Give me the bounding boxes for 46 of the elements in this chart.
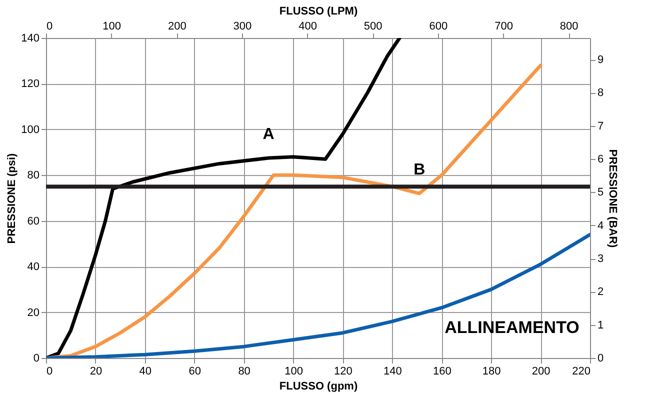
x-tick-label: 120 xyxy=(334,366,352,378)
x2-tick-label: 0 xyxy=(46,20,53,32)
y-tick-label: 120 xyxy=(21,78,40,90)
annotation: ALLINEAMENTO xyxy=(444,318,580,337)
y-tick-label: 40 xyxy=(27,261,40,274)
y-tick-label: 0 xyxy=(33,352,40,364)
x-tick-label: 160 xyxy=(432,366,452,378)
x2-tick-label: 300 xyxy=(233,20,252,32)
y2-tick-label: 3 xyxy=(598,253,604,266)
y2-tick-label: 0 xyxy=(598,352,604,364)
x2-tick-label: 100 xyxy=(102,20,121,32)
y2-tick-label: 6 xyxy=(598,154,604,166)
y2-tick-label: 7 xyxy=(598,120,604,132)
x2-axis-title: FLUSSO (LPM) xyxy=(279,6,358,18)
y2-tick-label: 2 xyxy=(598,286,604,298)
y-tick-label: 140 xyxy=(21,32,40,44)
y2-tick-label: 8 xyxy=(598,87,604,100)
x2-tick-label: 200 xyxy=(168,20,186,32)
x-tick-label: 100 xyxy=(284,366,303,378)
x-tick-label: 140 xyxy=(384,366,402,378)
y-tick-label: 60 xyxy=(27,215,40,228)
y-axis-title: PRESSIONE (psi) xyxy=(6,152,18,244)
y-tick-label: 100 xyxy=(21,124,40,136)
x-tick-label: 40 xyxy=(139,366,152,378)
y2-tick-label: 1 xyxy=(598,319,604,332)
y2-tick-label: 5 xyxy=(598,186,604,199)
y2-tick-label: 4 xyxy=(598,220,604,232)
x-axis-title: FLUSSO (gpm) xyxy=(279,380,358,392)
x2-tick-label: 500 xyxy=(364,20,382,32)
x-tick-label: 60 xyxy=(188,366,201,378)
y2-axis-title: PRESSIONE (BAR) xyxy=(606,149,619,248)
x-tick-label: 20 xyxy=(90,366,102,378)
x-tick-label: 220 xyxy=(572,366,590,378)
x2-tick-label: 600 xyxy=(429,20,448,32)
x2-tick-label: 400 xyxy=(298,20,317,32)
x2-tick-label: 800 xyxy=(560,20,578,32)
x-tick-label: 200 xyxy=(532,366,550,378)
x-tick-label: 180 xyxy=(482,366,501,378)
y-tick-label: 80 xyxy=(27,170,40,182)
y2-tick-label: 9 xyxy=(598,54,604,66)
y-tick-label: 20 xyxy=(27,306,40,319)
annotation: B xyxy=(414,161,426,178)
x-tick-label: 80 xyxy=(238,366,250,378)
annotation: A xyxy=(262,126,275,143)
x2-tick-label: 700 xyxy=(494,20,513,32)
x-tick-label: 0 xyxy=(46,366,53,378)
